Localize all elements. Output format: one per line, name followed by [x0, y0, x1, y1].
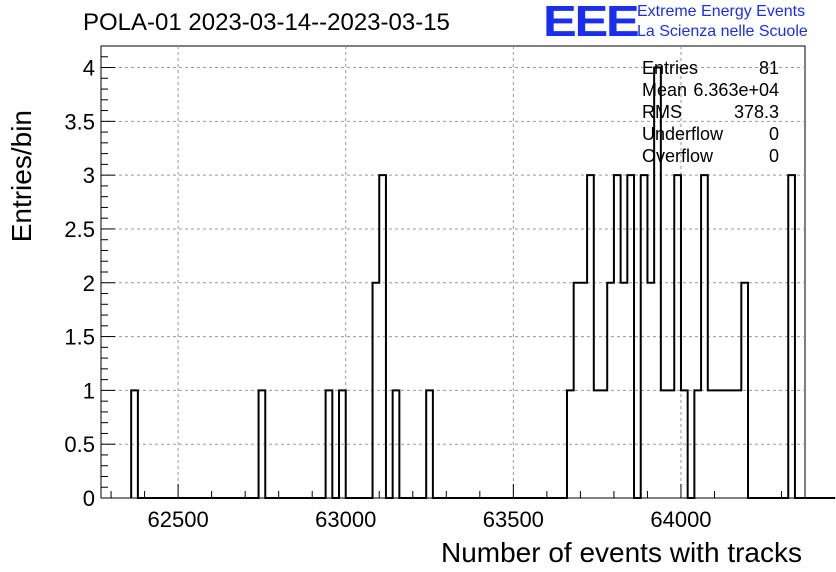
y-tick-label: 4: [83, 56, 95, 81]
stats-mean-value: 6.363e+04: [693, 80, 779, 100]
logo-caption-line2: La Scienza nelle Scuole: [637, 23, 808, 40]
y-axis-label: Entries/bin: [6, 110, 37, 243]
axis-ticks: [101, 45, 783, 499]
chart-title: POLA-01 2023-03-14--2023-03-15: [83, 9, 450, 36]
y-tick-label: 1.5: [64, 325, 95, 350]
y-tick-label: 3.5: [64, 109, 95, 134]
stats-overflow-row: Overflow 0: [642, 145, 779, 167]
y-tick-label: 2.5: [64, 217, 95, 242]
x-tick-label: 64000: [650, 507, 711, 532]
y-tick-label: 3: [83, 163, 95, 188]
stats-underflow-row: Underflow 0: [642, 123, 779, 145]
tick-labels: 62500 63000 63500 64000 0 0.5 1 1.5 2 2.5 3 3.5 4: [64, 56, 711, 532]
stats-rms-label: RMS: [642, 102, 682, 122]
stats-overflow-value: 0: [768, 146, 779, 166]
eee-logo: EEE: [543, 0, 640, 46]
stats-entries-value: 81: [758, 58, 779, 78]
histogram-step-line: [130, 66, 836, 499]
x-tick-label: 62500: [148, 507, 209, 532]
stats-mean-label: Mean: [642, 80, 688, 100]
stats-underflow-value: 0: [768, 124, 779, 144]
stats-overflow-label: Overflow: [642, 146, 714, 166]
stats-underflow-label: Underflow: [642, 124, 724, 144]
logo-caption-line1: Extreme Energy Events: [637, 3, 806, 20]
stats-rms-row: RMS 378.3: [642, 101, 779, 123]
y-tick-label: 0.5: [64, 432, 95, 457]
y-tick-label: 0: [83, 486, 95, 511]
stats-entries-label: Entries: [642, 58, 699, 78]
stats-rms-value: 378.3: [733, 102, 779, 122]
y-tick-label: 1: [83, 378, 95, 403]
x-tick-label: 63000: [315, 507, 376, 532]
stats-box: Entries 81 Mean 6.363e+04 RMS 378.3 Unde…: [642, 57, 779, 167]
y-tick-label: 2: [83, 271, 95, 296]
stats-entries-row: Entries 81: [642, 57, 779, 79]
logo-caption: Extreme Energy Events La Scienza nelle S…: [637, 2, 808, 42]
x-axis-label: Number of events with tracks: [440, 537, 802, 568]
stats-mean-row: Mean 6.363e+04: [642, 79, 779, 101]
x-tick-label: 63500: [483, 507, 544, 532]
